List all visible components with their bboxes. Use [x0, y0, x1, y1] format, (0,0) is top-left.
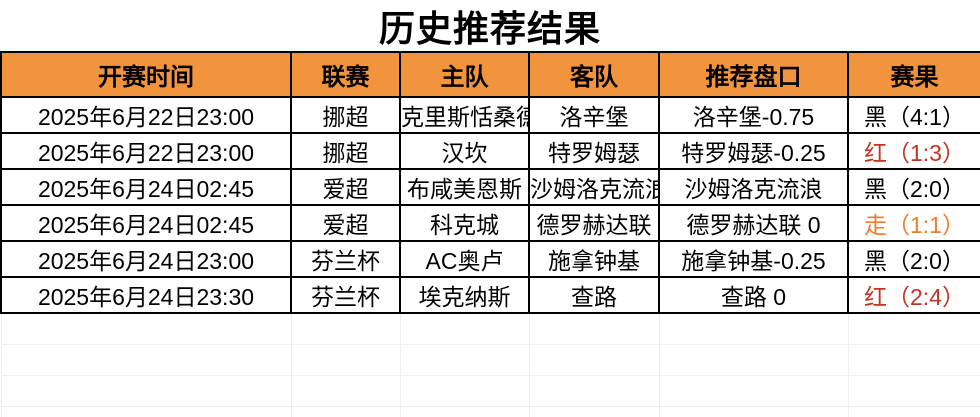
cell-home-team: 克里斯恬桑德 [399, 96, 530, 134]
cell-start-time: 2025年6月22日23:00 [0, 96, 292, 134]
header-start-time: 开赛时间 [0, 51, 292, 98]
empty-row [0, 375, 980, 407]
empty-cell [290, 312, 401, 345]
results-table-body: 2025年6月22日23:00 挪超 克里斯恬桑德 洛辛堡 洛辛堡-0.75 黑… [0, 96, 980, 417]
empty-cell [290, 344, 401, 376]
page-title: 历史推荐结果 [378, 7, 601, 49]
empty-cell [0, 312, 292, 345]
empty-cell [528, 406, 660, 417]
cell-league: 挪超 [290, 132, 401, 170]
cell-result: 红（2:4） [847, 276, 980, 314]
table-row: 2025年6月24日02:45 爱超 布咸美恩斯 沙姆洛克流浪 沙姆洛克流浪 黑… [0, 168, 980, 206]
empty-cell [658, 312, 849, 345]
cell-away-team: 特罗姆瑟 [528, 132, 660, 170]
empty-cell [0, 344, 292, 376]
cell-handicap: 德罗赫达联 0 [658, 204, 849, 242]
empty-cell [528, 375, 660, 407]
cell-start-time: 2025年6月24日23:00 [0, 240, 292, 278]
cell-league: 爱超 [290, 204, 401, 242]
table-row: 2025年6月24日23:00 芬兰杯 AC奥卢 施拿钟基 施拿钟基-0.25 … [0, 240, 980, 278]
table-row: 2025年6月24日23:30 芬兰杯 埃克纳斯 查路 查路 0 红（2:4） [0, 276, 980, 314]
header-handicap: 推荐盘口 [658, 51, 849, 98]
empty-cell [399, 375, 530, 407]
empty-cell [658, 375, 849, 407]
empty-cell [290, 375, 401, 407]
cell-handicap: 沙姆洛克流浪 [658, 168, 849, 206]
empty-cell [0, 375, 292, 407]
cell-start-time: 2025年6月24日23:30 [0, 276, 292, 314]
empty-cell [658, 344, 849, 376]
empty-cell [0, 406, 292, 417]
cell-league: 爱超 [290, 168, 401, 206]
empty-cell [847, 344, 980, 376]
empty-cell [528, 344, 660, 376]
cell-home-team: 埃克纳斯 [399, 276, 530, 314]
cell-away-team: 施拿钟基 [528, 240, 660, 278]
cell-away-team: 洛辛堡 [528, 96, 660, 134]
cell-away-team: 查路 [528, 276, 660, 314]
empty-cell [847, 375, 980, 407]
empty-cell [847, 312, 980, 345]
cell-result: 黑（4:1） [847, 96, 980, 134]
empty-row [0, 406, 980, 417]
empty-cell [290, 406, 401, 417]
empty-cell [847, 406, 980, 417]
cell-home-team: 布咸美恩斯 [399, 168, 530, 206]
cell-away-team: 德罗赫达联 [528, 204, 660, 242]
empty-cell [399, 312, 530, 345]
table-row: 2025年6月22日23:00 挪超 汉坎 特罗姆瑟 特罗姆瑟-0.25 红（1… [0, 132, 980, 170]
cell-league: 挪超 [290, 96, 401, 134]
header-home-team: 主队 [399, 51, 530, 98]
empty-cell [399, 406, 530, 417]
cell-home-team: AC奥卢 [399, 240, 530, 278]
results-table-header: 开赛时间 联赛 主队 客队 推荐盘口 赛果 [0, 51, 980, 98]
header-result: 赛果 [847, 51, 980, 98]
empty-cell [399, 344, 530, 376]
cell-league: 芬兰杯 [290, 276, 401, 314]
table-row: 2025年6月24日02:45 爱超 科克城 德罗赫达联 德罗赫达联 0 走（1… [0, 204, 980, 242]
cell-handicap: 施拿钟基-0.25 [658, 240, 849, 278]
empty-row [0, 344, 980, 376]
cell-home-team: 科克城 [399, 204, 530, 242]
cell-start-time: 2025年6月22日23:00 [0, 132, 292, 170]
cell-handicap: 查路 0 [658, 276, 849, 314]
cell-league: 芬兰杯 [290, 240, 401, 278]
cell-result: 黑（2:0） [847, 168, 980, 206]
empty-cell [528, 312, 660, 345]
cell-result: 红（1:3） [847, 132, 980, 170]
results-table: 开赛时间 联赛 主队 客队 推荐盘口 赛果 2025年6月22日23:00 挪超… [0, 51, 980, 417]
cell-start-time: 2025年6月24日02:45 [0, 168, 292, 206]
header-league: 联赛 [290, 51, 401, 98]
cell-away-team: 沙姆洛克流浪 [528, 168, 660, 206]
empty-cell [658, 406, 849, 417]
empty-row [0, 312, 980, 345]
header-row: 开赛时间 联赛 主队 客队 推荐盘口 赛果 [0, 51, 980, 98]
cell-start-time: 2025年6月24日02:45 [0, 204, 292, 242]
cell-handicap: 洛辛堡-0.75 [658, 96, 849, 134]
cell-home-team: 汉坎 [399, 132, 530, 170]
header-away-team: 客队 [528, 51, 660, 98]
cell-result: 走（1:1） [847, 204, 980, 242]
cell-result: 黑（2:0） [847, 240, 980, 278]
table-row: 2025年6月22日23:00 挪超 克里斯恬桑德 洛辛堡 洛辛堡-0.75 黑… [0, 96, 980, 134]
cell-handicap: 特罗姆瑟-0.25 [658, 132, 849, 170]
